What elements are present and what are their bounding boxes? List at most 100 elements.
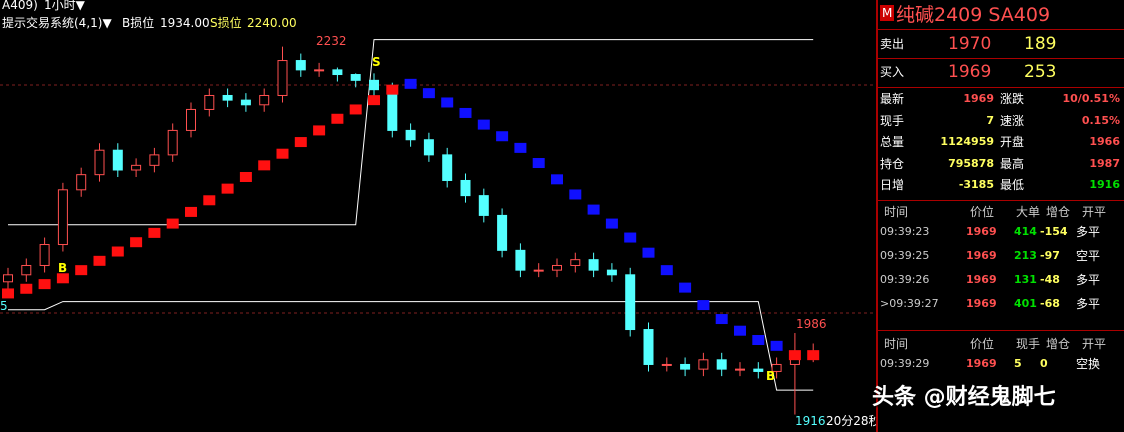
candle-body (497, 214, 508, 251)
sar-dot (514, 142, 527, 153)
stat-label: 现手 (880, 113, 905, 128)
stat-value: 0.15% (1081, 113, 1120, 127)
cell: 1969 (966, 225, 997, 238)
candle-body (295, 60, 306, 71)
cell: 131 (1014, 273, 1037, 286)
separator (878, 87, 1124, 88)
cell: 1969 (966, 249, 997, 262)
column-header: 时间 (884, 337, 909, 351)
column-header: 大单 (1016, 205, 1041, 219)
sar-dot (276, 148, 289, 159)
sar-dot (38, 279, 51, 290)
sar-dot (459, 107, 472, 118)
cell: -48 (1040, 273, 1060, 286)
candle-body (277, 60, 288, 96)
stat-label: 最低 (1000, 178, 1025, 192)
stat-value: 1966 (1089, 135, 1120, 148)
stat-value: 795878 (948, 156, 994, 170)
kline-chart: A409) 1小时▼ 提示交易系统(4,1)▼ B损位 1934.00 S损位 … (0, 0, 876, 428)
cell: 空换 (1076, 357, 1101, 371)
cell: 1969 (966, 297, 997, 310)
sar-dot (313, 125, 326, 136)
candle-body (533, 269, 544, 272)
sar-dot (386, 84, 399, 95)
sar-dot (770, 340, 783, 351)
separator (878, 58, 1124, 59)
separator (878, 29, 1124, 30)
candle-body (716, 359, 727, 370)
candle-body (369, 79, 379, 91)
candle-body (643, 329, 654, 365)
sar-dot (788, 350, 801, 361)
stat-value: -3185 (958, 178, 994, 191)
stat-label: 涨跌 (1000, 92, 1025, 106)
sar-dot (294, 137, 307, 148)
sar-dot (569, 189, 582, 200)
sar-dot (148, 227, 161, 238)
label: 卖出 (880, 37, 905, 51)
stat-value: 1916 (1089, 178, 1120, 191)
candle-body (21, 264, 32, 276)
quote-panel: M 纯碱2409 SA409 卖出 1970 189 买入 1969 253 最新 1969 涨… (878, 0, 1124, 432)
sar-dot (715, 314, 728, 325)
cell: 09:39:29 (880, 357, 930, 370)
stat-value: 1124959 (940, 135, 994, 148)
cell: 多平 (1076, 225, 1101, 239)
cell: 213 (1014, 249, 1037, 262)
sar-dot (203, 195, 216, 206)
sar-dot (185, 206, 197, 217)
sar-dot (111, 246, 124, 257)
left-label: 5 (0, 299, 8, 313)
column-header: 现手 (1016, 337, 1041, 351)
sar-dot (349, 104, 362, 115)
separator (878, 330, 1124, 331)
low-label: 1916 (795, 414, 826, 428)
s-stop-value: 2240.00 (247, 16, 297, 30)
stat-label: 速涨 (1000, 113, 1025, 128)
b-stop-line (8, 301, 814, 391)
price: 1969 (948, 62, 992, 82)
candle-body (588, 259, 599, 271)
column-header: 增仓 (1046, 205, 1071, 219)
s-stop-label: S损位 (210, 15, 242, 30)
candle-body (3, 274, 13, 283)
candle-body (698, 359, 709, 370)
candle-body (405, 129, 416, 141)
candle-body (57, 189, 68, 246)
symbol: A409) (2, 0, 38, 12)
cell: -154 (1040, 225, 1068, 238)
cell: -97 (1040, 249, 1060, 262)
b-stop-value: 1934.00 (160, 16, 210, 30)
column-header: 价位 (970, 205, 995, 219)
candle-body (442, 154, 453, 181)
stat-value: 7 (986, 113, 994, 127)
badge: M (880, 5, 895, 21)
sar-dot (368, 95, 380, 106)
candle-body (680, 363, 691, 370)
watermark: 头条 @财经鬼脚七 (872, 385, 1056, 410)
high-label: 2232 (316, 34, 347, 48)
candle-body (423, 139, 434, 156)
column-header: 开平 (1082, 205, 1107, 219)
volume: 189 (1024, 34, 1057, 54)
buy-signal: B (58, 261, 67, 275)
sar-dot (258, 160, 271, 171)
period[interactable]: 1小时▼ (44, 0, 86, 12)
s-stop-line (8, 39, 814, 226)
b-stop-label: B损位 (122, 15, 154, 30)
candle-body (39, 244, 50, 266)
indicator-name[interactable]: 提示交易系统(4,1)▼ (2, 15, 112, 30)
sar-dot (75, 265, 88, 276)
cell: 09:39:25 (880, 249, 930, 262)
candle-body (735, 368, 745, 371)
column-header: 开平 (1082, 337, 1107, 351)
stat-value: 10/0.51% (1062, 92, 1121, 105)
candle-body (478, 195, 489, 216)
candle-body (76, 174, 87, 191)
sar-dot (441, 97, 454, 108)
recent-high-label: 1986 (796, 317, 827, 331)
stat-label: 总量 (880, 135, 905, 149)
cell: 401 (1014, 297, 1037, 310)
candle-body (240, 99, 251, 106)
candle-body (387, 89, 398, 131)
